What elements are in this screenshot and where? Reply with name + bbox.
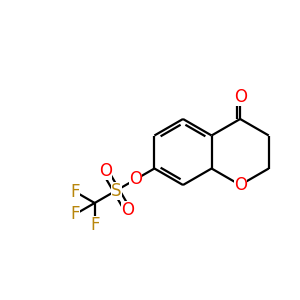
Text: O: O xyxy=(129,170,142,188)
Text: F: F xyxy=(90,216,99,234)
Text: O: O xyxy=(234,88,247,106)
Text: O: O xyxy=(234,176,247,194)
Text: F: F xyxy=(71,183,80,201)
Text: O: O xyxy=(99,162,112,180)
Text: F: F xyxy=(71,205,80,223)
Text: S: S xyxy=(111,182,122,200)
Text: O: O xyxy=(121,201,134,219)
